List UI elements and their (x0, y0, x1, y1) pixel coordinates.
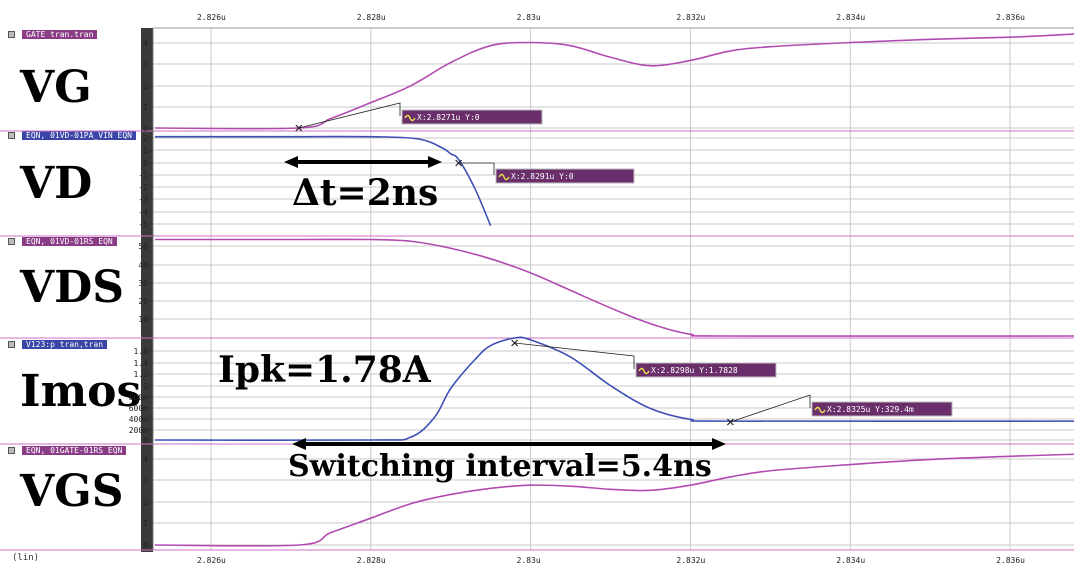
y-tick-label: 1.4 (134, 359, 149, 368)
x-tick-label-top: 2.832u (676, 13, 705, 22)
y-tick-label: 800m (129, 393, 148, 402)
y-tick-label: 200m (129, 426, 148, 435)
y-tick-label: 4 (143, 455, 148, 464)
x-tick-label-top: 2.83u (517, 13, 541, 22)
switching-annotation: Switching interval=5.4ns (288, 449, 712, 484)
y-tick-label: 400m (129, 415, 148, 424)
y-tick-label: 40 (138, 261, 148, 270)
x-tick-label-bottom: 2.832u (676, 556, 705, 565)
dt-arrow-head-left (284, 156, 298, 168)
y-tick-label: 0 (143, 541, 148, 550)
panel-3-label: VDS (20, 262, 125, 313)
cursor-leader (514, 342, 635, 369)
x-tick-label-bottom: 2.83u (517, 556, 541, 565)
y-tick-label: 4 (143, 39, 148, 48)
switching-arrow-head-right (712, 438, 726, 450)
x-tick-label-bottom: 2.826u (197, 556, 226, 565)
ipk-annotation: Ipk=1.78A (218, 349, 432, 391)
y-tick-label: 50 (138, 242, 148, 251)
dt-arrow-head-right (428, 156, 442, 168)
y-tick-label: 0 (143, 436, 148, 445)
x-tick-label-top: 2.826u (197, 13, 226, 22)
cursor-wave-icon (814, 406, 826, 414)
y-tick-label: -4 (138, 208, 148, 217)
panel-4-pin-icon[interactable] (8, 341, 15, 348)
cursor-readout-text: X:2.8291u Y:0 (511, 172, 574, 181)
cursor-readout-text: X:2.8271u Y:0 (417, 113, 480, 122)
cursor-readout-text: X:2.8325u Y:329.4m (827, 405, 914, 414)
y-tick-label: 2 (143, 498, 148, 507)
cursor-readout-box[interactable] (495, 168, 635, 184)
x-tick-label-top: 2.828u (357, 13, 386, 22)
y-tick-label: 2 (143, 134, 148, 143)
x-tick-label-top: 2.834u (836, 13, 865, 22)
panel-5-tag[interactable]: EQN, 01GATE-01RS EQN (22, 446, 127, 455)
y-tick-label: 1 (143, 146, 148, 155)
y-tick-label: 2 (143, 82, 148, 91)
panel-1-tag[interactable]: GATE tran.tran (22, 30, 98, 39)
scale-mode-indicator: (lin) (12, 553, 40, 563)
y-tick-label: 1.6 (134, 347, 149, 356)
waveform-imos[interactable] (154, 336, 1074, 442)
y-tick-label: 1 (143, 519, 148, 528)
cursor-marker[interactable] (295, 124, 303, 132)
waveform-vgs[interactable] (154, 453, 1074, 547)
cursor-readout-text: X:2.8298u Y:1.7828 (651, 366, 738, 375)
panel-3-tag[interactable]: EQN, 01VD-01RS EQN (22, 237, 117, 246)
switching-arrow-head-left (292, 438, 306, 450)
waveform-vg[interactable] (154, 33, 1074, 130)
cursor-leader (458, 162, 495, 175)
time-axis-top (0, 0, 1074, 28)
waveform-vds[interactable] (154, 238, 1074, 337)
cursor-marker[interactable] (511, 339, 519, 347)
y-tick-label: 30 (138, 279, 148, 288)
cursor-wave-icon (498, 173, 510, 181)
dt-annotation: Δt=2ns (292, 172, 438, 214)
panel-5-pin-icon[interactable] (8, 447, 15, 454)
y-tick-label: 1.2 (134, 370, 149, 379)
y-tick-label: -2 (138, 183, 148, 192)
cursor-wave-icon (638, 367, 650, 375)
x-tick-label-bottom: 2.834u (836, 556, 865, 565)
panel-3-pin-icon[interactable] (8, 238, 15, 245)
panel-4-label: Imos (20, 366, 142, 417)
cursor-leader (730, 394, 811, 423)
y-tick-label: 3 (143, 60, 148, 69)
x-tick-label-top: 2.836u (996, 13, 1025, 22)
y-tick-label: -1 (138, 171, 148, 180)
y-tick-label: 3 (143, 476, 148, 485)
x-tick-label-bottom: 2.828u (357, 556, 386, 565)
y-tick-label: -3 (138, 195, 148, 204)
waveform-vd[interactable] (155, 135, 492, 227)
y-tick-label: 1 (143, 103, 148, 112)
y-tick-label: 10 (138, 315, 148, 324)
panel-4-tag[interactable]: V123:p tran,tran (22, 340, 108, 349)
panel-2-tag[interactable]: EQN, 01VD-01PA_VIN EQN (22, 131, 136, 140)
cursor-wave-icon (404, 114, 416, 122)
y-tick-label: 0 (143, 124, 148, 133)
panel-2-label: VD (20, 158, 93, 209)
cursor-marker[interactable] (455, 159, 463, 167)
panel-2-pin-icon[interactable] (8, 132, 15, 139)
cursor-readout-box[interactable] (811, 401, 953, 417)
y-tick-label: 1 (143, 382, 148, 391)
panel-1-pin-icon[interactable] (8, 31, 15, 38)
cursor-marker[interactable] (726, 418, 734, 426)
y-tick-label: 20 (138, 297, 148, 306)
cursor-readout-box[interactable] (635, 362, 777, 378)
panel-1-label: VG (20, 62, 92, 113)
cursor-readout-box[interactable] (401, 109, 543, 125)
y-tick-label: 600m (129, 404, 148, 413)
y-tick-label: 0 (143, 159, 148, 168)
cursor-leader (298, 102, 401, 129)
panel-5-label: VGS (20, 466, 124, 517)
y-tick-label: -5 (138, 220, 148, 229)
signal-label-column (0, 0, 141, 565)
x-tick-label-bottom: 2.836u (996, 556, 1025, 565)
